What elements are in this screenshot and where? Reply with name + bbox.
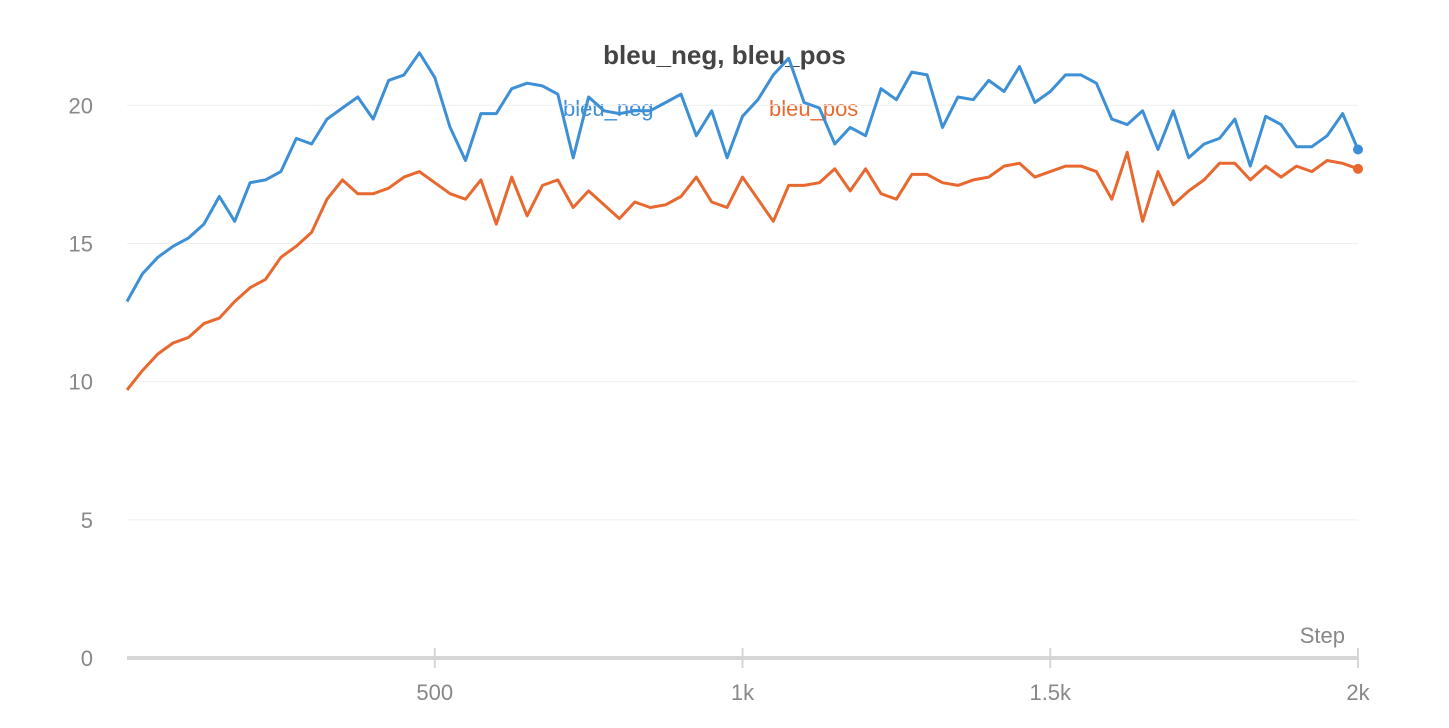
x-tick-label: 1.5k [1029, 680, 1072, 705]
x-tick-label: 2k [1346, 680, 1370, 705]
series-line-bleu-neg[interactable] [125, 51, 1360, 303]
y-tick-label: 0 [81, 646, 93, 671]
chart-title: bleu_neg, bleu_pos [603, 40, 846, 70]
y-tick-label: 20 [69, 93, 93, 118]
grid-lines [127, 104, 1358, 521]
series-line-bleu-pos[interactable] [125, 150, 1359, 391]
legend-item-bleu-pos[interactable]: bleu_pos [769, 96, 859, 121]
x-axis [127, 648, 1359, 668]
x-tick-label: 500 [416, 680, 453, 705]
legend: bleu_neg bleu_pos [0, 96, 1449, 124]
series-end-point-bleu-pos[interactable] [1353, 163, 1363, 174]
legend-item-bleu-neg[interactable]: bleu_neg [563, 96, 654, 121]
y-tick-label: 5 [81, 508, 93, 533]
x-tick-labels: 500 1k 1.5k 2k [416, 680, 1370, 705]
x-tick-label: 1k [731, 680, 755, 705]
series-lines [125, 51, 1363, 391]
y-tick-label: 10 [69, 370, 93, 395]
y-tick-labels: 0 5 10 15 20 [69, 93, 93, 671]
series-end-point-bleu-neg[interactable] [1353, 144, 1363, 155]
y-tick-label: 15 [69, 231, 93, 256]
x-axis-label: Step [1300, 623, 1345, 648]
